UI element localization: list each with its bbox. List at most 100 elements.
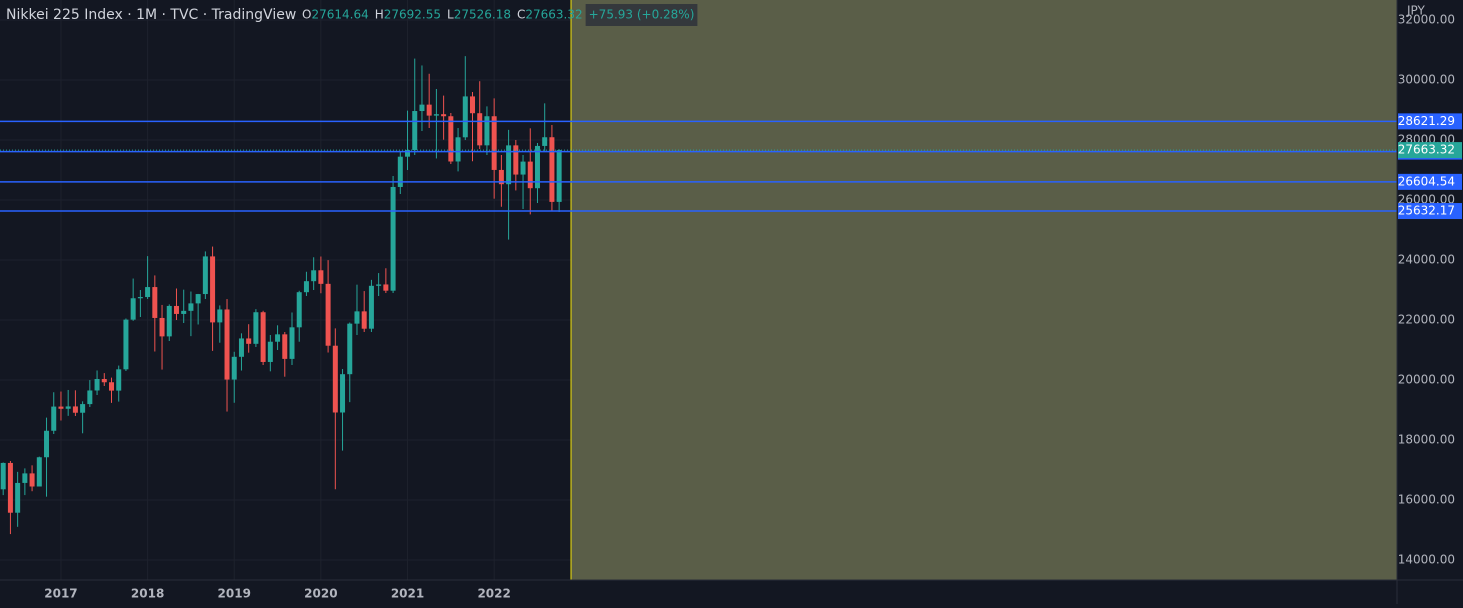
- candle-body: [246, 338, 252, 344]
- ohlc-key: O: [302, 8, 311, 22]
- candle-body: [0, 462, 6, 490]
- candle-body: [311, 270, 317, 282]
- candle-body: [224, 309, 230, 380]
- candle-body: [405, 150, 411, 157]
- y-tick-label: 24000.00: [1398, 253, 1455, 267]
- candle-body: [390, 186, 396, 291]
- candle-body: [123, 319, 129, 370]
- y-tick-label: 14000.00: [1398, 552, 1455, 566]
- symbol-title: Nikkei 225 Index · 1M · TVC · TradingVie…: [6, 7, 296, 23]
- ohlc-value: 27614.64: [311, 8, 368, 22]
- x-tick-label: 2019: [218, 587, 251, 601]
- candle-body: [549, 137, 555, 202]
- candle-body: [484, 116, 490, 146]
- candle-body: [296, 292, 302, 328]
- candle-body: [238, 338, 244, 357]
- candle-body: [347, 323, 353, 375]
- candle-body: [506, 145, 512, 185]
- ohlc-value: 27663.32: [525, 8, 582, 22]
- candle-body: [145, 287, 151, 298]
- candle-body: [419, 104, 425, 112]
- ohlc-key: H: [375, 8, 384, 22]
- price-label-box: [1398, 113, 1462, 130]
- legend: Nikkei 225 Index · 1M · TVC · TradingVie…: [6, 4, 698, 26]
- candle-body: [58, 406, 64, 409]
- candle-body: [534, 145, 540, 189]
- x-tick-label: 2020: [304, 587, 337, 601]
- candle-body: [65, 406, 71, 409]
- candle-body: [303, 281, 309, 293]
- price-label-box: [1398, 173, 1462, 190]
- candle-body: [556, 150, 562, 202]
- candle-body: [368, 285, 374, 329]
- candle-body: [188, 303, 194, 311]
- candle-body: [433, 114, 439, 116]
- x-tick-label: 2022: [477, 587, 510, 601]
- candle-body: [36, 457, 42, 487]
- price-axis: 14000.00 16000.00 18000.00 20000.00 22000.00…: [1398, 13, 1462, 566]
- date-range-box: [571, 0, 1397, 580]
- candle-body: [340, 374, 346, 413]
- price-label: 26604.54: [1398, 174, 1455, 188]
- candle-body: [72, 406, 78, 413]
- price-label: 25632.17: [1398, 204, 1455, 218]
- candle-body: [109, 382, 114, 391]
- x-tick-label: 2017: [44, 587, 77, 601]
- ohlc-value: 27526.18: [454, 8, 511, 22]
- price-label: 28621.29: [1398, 114, 1455, 128]
- candle-body: [376, 284, 382, 286]
- candle-body: [383, 284, 389, 291]
- candle-body: [282, 334, 288, 359]
- candle-body: [354, 311, 360, 324]
- candle-body: [477, 113, 483, 146]
- candle-body: [318, 270, 324, 284]
- candle-body: [166, 305, 172, 337]
- candle-body: [217, 309, 223, 323]
- candle-body: [455, 137, 461, 162]
- candle-body: [94, 379, 100, 391]
- candle-body: [513, 145, 519, 175]
- ohlc-key: L: [447, 8, 454, 22]
- y-tick-label: 26000.00: [1398, 193, 1455, 207]
- candle-body: [325, 283, 331, 346]
- candle-body: [231, 356, 237, 380]
- candle-body: [15, 482, 21, 513]
- y-tick-label: 32000.00: [1398, 13, 1455, 27]
- candle-body: [29, 473, 35, 487]
- candle-body: [130, 298, 136, 320]
- x-tick-label: 2018: [131, 587, 164, 601]
- candle-body: [470, 96, 475, 114]
- last-price-label: 27663.32: [1398, 143, 1455, 157]
- candle-body: [412, 111, 418, 151]
- y-tick-label: 30000.00: [1398, 73, 1455, 87]
- candle-body: [441, 114, 447, 117]
- candle-body: [181, 310, 187, 314]
- x-tick-label: 2021: [391, 587, 424, 601]
- candle-body: [202, 256, 208, 295]
- candle-body: [87, 390, 93, 405]
- candle-body: [397, 156, 403, 187]
- y-tick-label: 18000.00: [1398, 432, 1455, 446]
- candle-body: [116, 369, 122, 391]
- candle-body: [462, 96, 468, 138]
- candle-body: [210, 256, 216, 323]
- candle-body: [332, 345, 338, 413]
- horizontal-lines: [0, 120, 1397, 212]
- candle-body: [527, 161, 533, 189]
- candle-body: [173, 305, 179, 314]
- candle-body: [289, 327, 295, 359]
- candle-body: [195, 294, 201, 304]
- candle-body: [44, 430, 50, 458]
- candle-body: [275, 334, 281, 342]
- y-tick-label: 16000.00: [1398, 492, 1455, 506]
- candle-body: [137, 297, 143, 299]
- change: +75.93 (+0.28%): [589, 8, 695, 22]
- candle-body: [80, 404, 86, 413]
- y-tick-label: 22000.00: [1398, 313, 1455, 327]
- currency: JPY: [1406, 4, 1426, 18]
- change-box: [585, 4, 698, 26]
- candle-body: [267, 341, 273, 362]
- candle-body: [520, 161, 526, 175]
